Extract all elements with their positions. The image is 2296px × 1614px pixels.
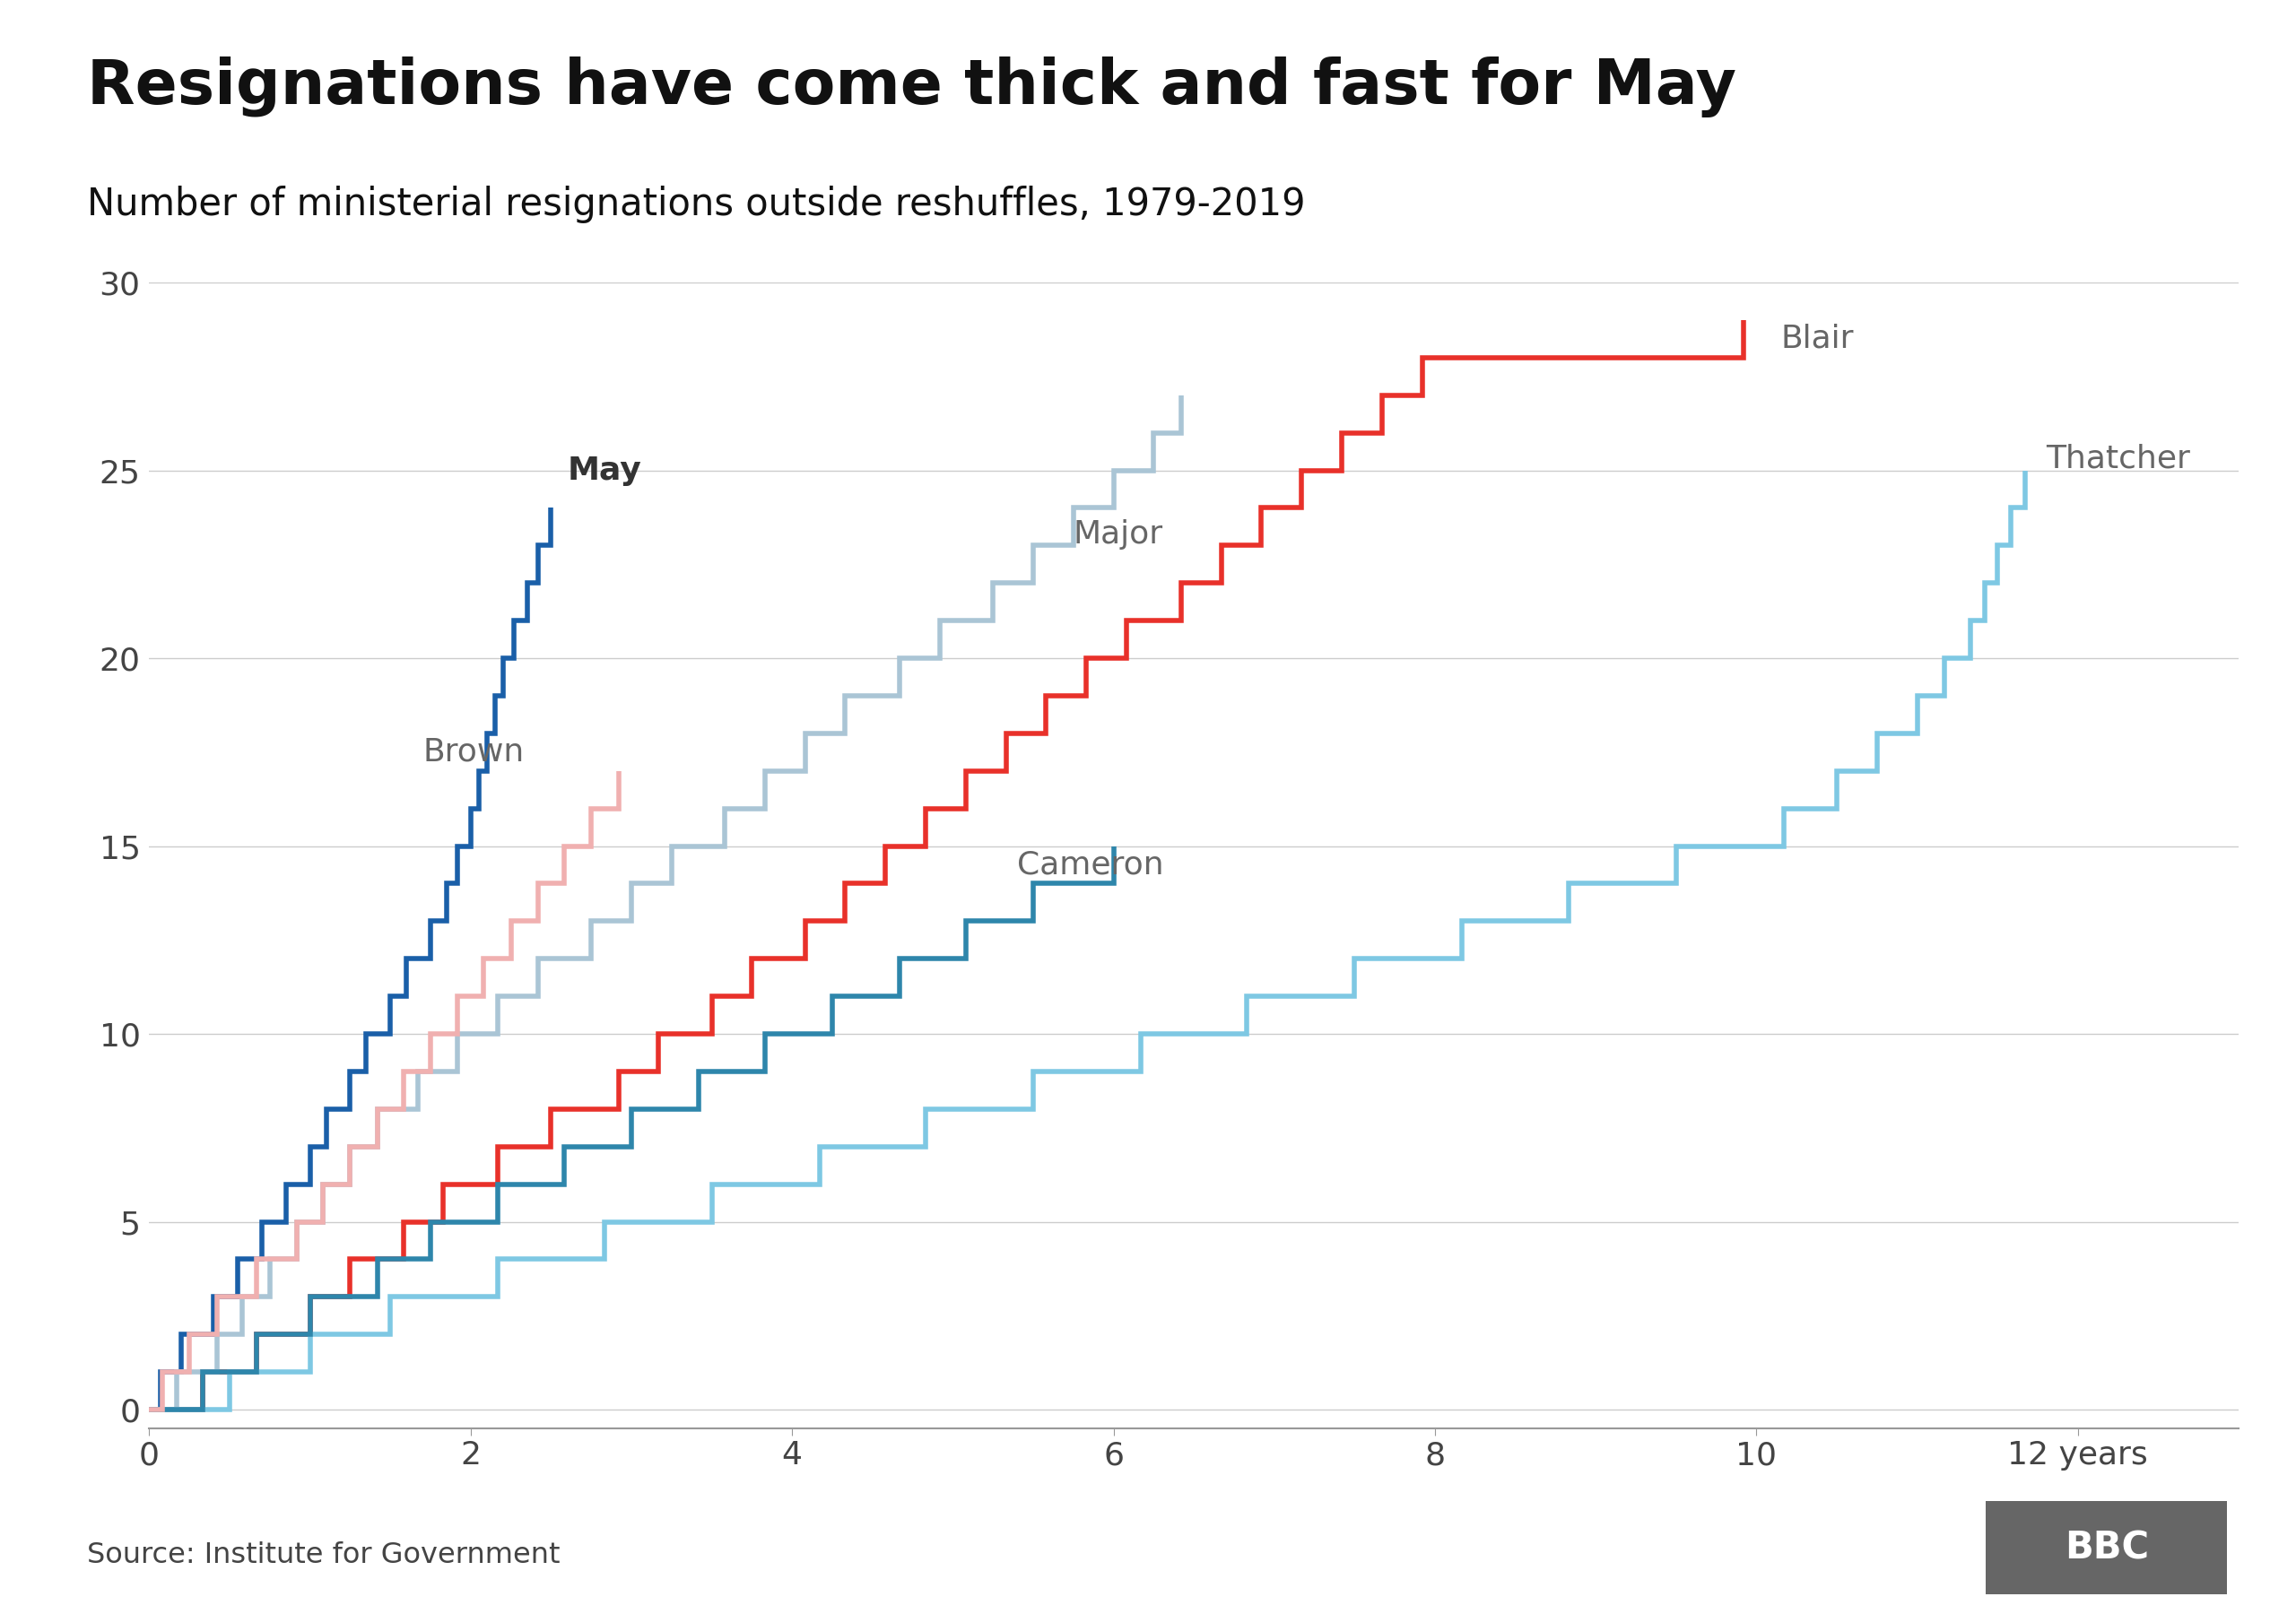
Text: May: May xyxy=(567,455,641,486)
Text: Blair: Blair xyxy=(1782,323,1853,353)
Text: BBC: BBC xyxy=(2064,1528,2149,1567)
Text: Major: Major xyxy=(1075,520,1164,549)
Text: Brown: Brown xyxy=(422,738,523,767)
Text: Number of ministerial resignations outside reshuffles, 1979-2019: Number of ministerial resignations outsi… xyxy=(87,186,1306,223)
Text: Source: Institute for Government: Source: Institute for Government xyxy=(87,1541,560,1569)
Text: Cameron: Cameron xyxy=(1017,849,1164,880)
Text: Resignations have come thick and fast for May: Resignations have come thick and fast fo… xyxy=(87,56,1736,118)
Text: Thatcher: Thatcher xyxy=(2046,444,2190,475)
